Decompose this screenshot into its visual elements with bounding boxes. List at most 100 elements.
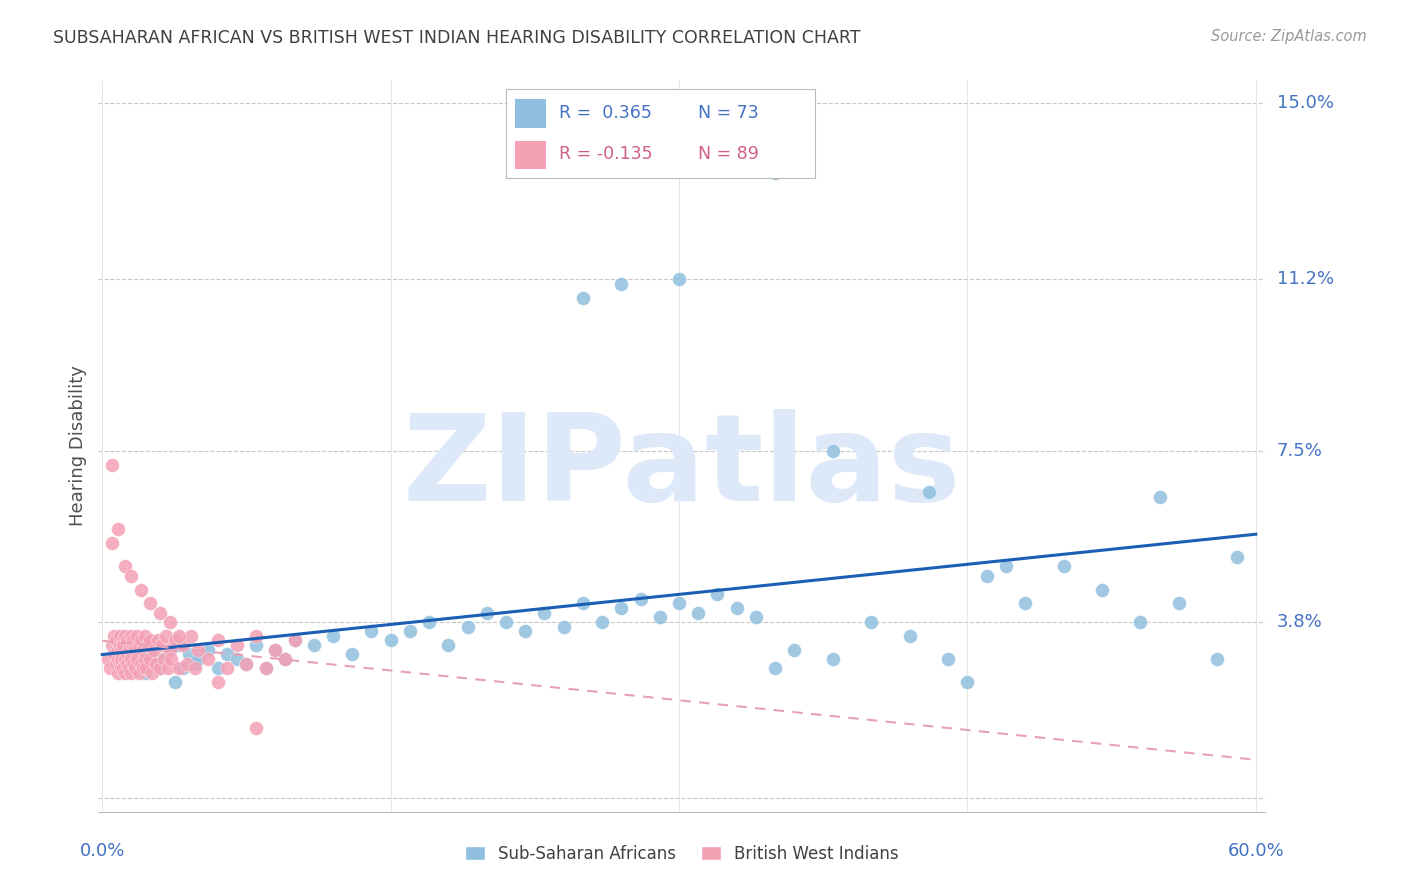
Point bbox=[187, 642, 209, 657]
Point bbox=[150, 638, 173, 652]
Point bbox=[124, 642, 146, 657]
Text: R =  0.365: R = 0.365 bbox=[558, 104, 651, 122]
Point bbox=[207, 661, 229, 675]
Point bbox=[98, 661, 121, 675]
Point bbox=[139, 648, 162, 662]
Y-axis label: Hearing Disability: Hearing Disability bbox=[69, 366, 87, 526]
Point bbox=[745, 610, 768, 624]
Point bbox=[235, 657, 257, 671]
Point bbox=[180, 629, 202, 643]
Point bbox=[706, 587, 728, 601]
Point bbox=[104, 657, 127, 671]
Point bbox=[114, 559, 136, 574]
Point bbox=[120, 652, 142, 666]
Point bbox=[207, 633, 229, 648]
Point bbox=[124, 661, 146, 675]
Point bbox=[936, 652, 959, 666]
Legend: Sub-Saharan Africans, British West Indians: Sub-Saharan Africans, British West India… bbox=[458, 838, 905, 869]
Point bbox=[821, 443, 844, 458]
Point bbox=[225, 652, 247, 666]
Point bbox=[112, 633, 135, 648]
Point bbox=[134, 629, 156, 643]
Point bbox=[114, 652, 136, 666]
Point bbox=[122, 657, 145, 671]
Point bbox=[235, 657, 257, 671]
Point bbox=[117, 657, 139, 671]
Point bbox=[107, 652, 129, 666]
Point bbox=[322, 629, 344, 643]
Point bbox=[165, 675, 187, 690]
Point bbox=[630, 591, 652, 606]
Point bbox=[101, 638, 124, 652]
Point bbox=[572, 291, 595, 305]
Point bbox=[1014, 596, 1036, 610]
Point bbox=[118, 642, 141, 657]
Point bbox=[254, 661, 277, 675]
Point bbox=[167, 661, 190, 675]
Point bbox=[134, 665, 156, 680]
Point bbox=[688, 606, 710, 620]
Point bbox=[283, 633, 305, 648]
Point bbox=[159, 642, 181, 657]
Point bbox=[172, 638, 194, 652]
Point bbox=[149, 661, 172, 675]
Point bbox=[118, 661, 141, 675]
Point bbox=[156, 661, 179, 675]
Point bbox=[122, 633, 145, 648]
Point bbox=[108, 657, 131, 671]
Point bbox=[197, 642, 219, 657]
Point bbox=[1206, 652, 1229, 666]
Point bbox=[149, 606, 172, 620]
Point bbox=[668, 596, 690, 610]
Point bbox=[457, 619, 479, 633]
Point bbox=[141, 665, 163, 680]
Point bbox=[125, 652, 148, 666]
Point bbox=[112, 661, 135, 675]
Text: SUBSAHARAN AFRICAN VS BRITISH WEST INDIAN HEARING DISABILITY CORRELATION CHART: SUBSAHARAN AFRICAN VS BRITISH WEST INDIA… bbox=[53, 29, 860, 46]
Point bbox=[1129, 615, 1152, 629]
Point bbox=[117, 633, 139, 648]
Point bbox=[103, 629, 125, 643]
Text: ZIPatlas: ZIPatlas bbox=[402, 409, 962, 526]
Point bbox=[380, 633, 402, 648]
Point bbox=[125, 629, 148, 643]
Text: 7.5%: 7.5% bbox=[1277, 442, 1323, 459]
Point bbox=[283, 633, 305, 648]
Point bbox=[139, 633, 162, 648]
Point bbox=[976, 568, 998, 582]
Point bbox=[245, 629, 267, 643]
Point bbox=[107, 665, 129, 680]
Point bbox=[648, 610, 671, 624]
Point bbox=[114, 665, 136, 680]
Text: R = -0.135: R = -0.135 bbox=[558, 145, 652, 163]
Point bbox=[437, 638, 460, 652]
Point bbox=[187, 652, 209, 666]
Point bbox=[108, 638, 131, 652]
Point bbox=[138, 638, 160, 652]
Point bbox=[668, 272, 690, 286]
Point bbox=[110, 652, 132, 666]
Point bbox=[128, 638, 150, 652]
Text: Source: ZipAtlas.com: Source: ZipAtlas.com bbox=[1211, 29, 1367, 44]
Point bbox=[783, 642, 806, 657]
Point bbox=[149, 661, 172, 675]
Point bbox=[131, 661, 153, 675]
Point bbox=[159, 615, 181, 629]
Point bbox=[183, 657, 205, 671]
Point bbox=[155, 629, 177, 643]
Point bbox=[360, 624, 382, 639]
Point bbox=[207, 675, 229, 690]
Point bbox=[143, 642, 166, 657]
Bar bbox=[516, 141, 547, 169]
Point bbox=[128, 665, 150, 680]
Point bbox=[245, 638, 267, 652]
Point bbox=[120, 652, 142, 666]
Point bbox=[418, 615, 440, 629]
Point bbox=[1149, 490, 1171, 504]
Point bbox=[110, 661, 132, 675]
Point bbox=[1225, 550, 1247, 565]
Point bbox=[1091, 582, 1114, 597]
Point bbox=[167, 638, 190, 652]
Point bbox=[129, 657, 152, 671]
Point bbox=[177, 648, 200, 662]
